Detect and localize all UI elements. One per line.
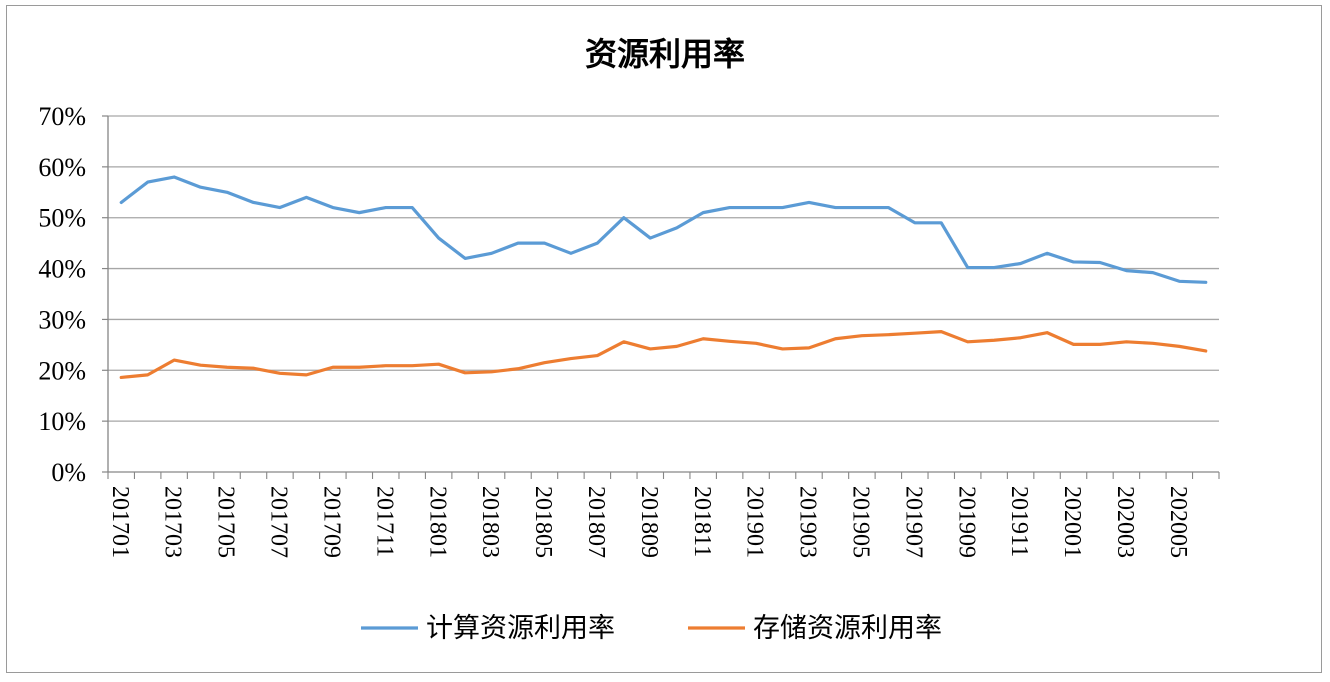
x-tick-label: 201709 — [318, 486, 344, 558]
x-tick-label: 201905 — [847, 486, 873, 558]
x-tick-label: 201809 — [636, 486, 662, 558]
x-tick-label: 201811 — [689, 486, 715, 557]
gridlines — [108, 115, 1219, 422]
x-axis: 201701 201703 201705 201707 201709 201711 2018… — [107, 471, 1220, 558]
x-tick-label: 201909 — [953, 486, 979, 558]
x-tick-label: 201705 — [213, 486, 239, 558]
series-line-2 — [119, 330, 1208, 380]
legend: 计算资源利用率 存储资源利用率 — [361, 613, 942, 643]
x-tick-label: 201803 — [477, 486, 503, 558]
x-tick-label: 201901 — [742, 486, 768, 558]
y-tick-label: 20% — [38, 356, 86, 385]
y-tick-label: 50% — [38, 204, 86, 233]
x-tick-label: 201805 — [530, 486, 556, 558]
x-tick-label: 201701 — [107, 486, 133, 558]
x-tick-label: 201707 — [266, 486, 292, 558]
x-tick-label: 201911 — [1006, 486, 1032, 557]
x-tick-label: 201807 — [583, 486, 609, 558]
series-line-1 — [119, 175, 1208, 284]
x-tick-label: 202005 — [1165, 486, 1191, 558]
x-tick-label: 202001 — [1059, 486, 1085, 558]
x-tick-label: 201703 — [160, 486, 186, 558]
x-tick-label: 201711 — [371, 486, 397, 557]
x-tick-label: 201801 — [424, 486, 450, 558]
y-tick-label: 40% — [38, 255, 86, 284]
chart-frame: 资源利用率 0% 10% 20% 30% 40% 50% 60% 70% 201701 2017… — [6, 5, 1322, 673]
chart-title: 资源利用率 — [585, 36, 745, 72]
y-tick-label: 30% — [38, 305, 86, 334]
x-tick-label: 201903 — [795, 486, 821, 558]
line-chart: 资源利用率 0%10%20%30%40%50%60%70% 201701 2017… — [38, 36, 1220, 643]
y-tick-label: 70% — [38, 102, 86, 131]
y-axis: 0% 10% 20% 30% 40% 50% 60% 70% — [38, 102, 109, 487]
y-tick-label: 0% — [51, 458, 86, 487]
legend-label-2: 存储资源利用率 — [753, 613, 942, 643]
x-tick-label: 202003 — [1112, 486, 1138, 558]
series-lines — [119, 175, 1208, 380]
y-tick-label: 60% — [38, 153, 86, 182]
x-tick-label: 201907 — [900, 486, 926, 558]
y-tick-label: 10% — [38, 407, 86, 436]
legend-label-1: 计算资源利用率 — [426, 613, 615, 643]
